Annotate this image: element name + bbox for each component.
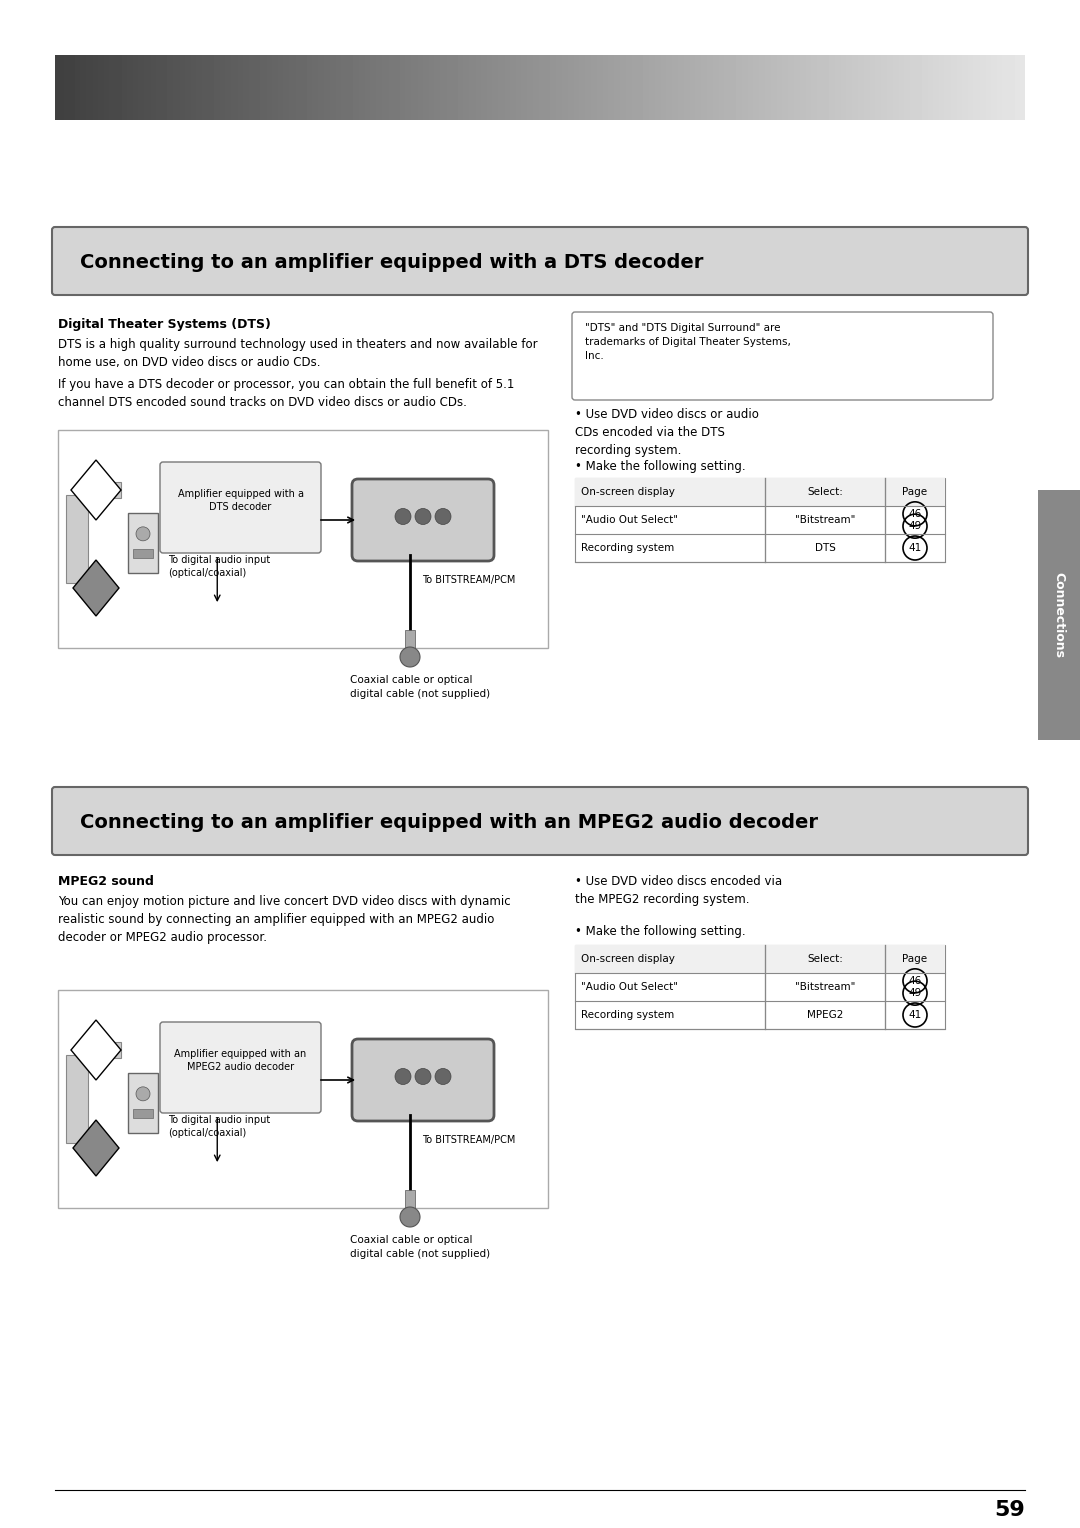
Text: • Use DVD video discs encoded via
the MPEG2 recording system.: • Use DVD video discs encoded via the MP… xyxy=(575,876,782,906)
Bar xyxy=(129,513,158,573)
Text: "DTS" and "DTS Digital Surround" are
trademarks of Digital Theater Systems,
Inc.: "DTS" and "DTS Digital Surround" are tra… xyxy=(585,322,791,361)
Polygon shape xyxy=(71,460,121,520)
Text: "Bitstream": "Bitstream" xyxy=(795,515,855,526)
Text: "Audio Out Select": "Audio Out Select" xyxy=(581,515,678,526)
Circle shape xyxy=(435,1068,451,1085)
Bar xyxy=(58,429,548,648)
Text: DTS is a high quality surround technology used in theaters and now available for: DTS is a high quality surround technolog… xyxy=(58,338,538,368)
Text: Select:: Select: xyxy=(807,487,842,497)
Text: MPEG2: MPEG2 xyxy=(807,1010,843,1021)
Text: "Bitstream": "Bitstream" xyxy=(795,983,855,992)
Text: Coaxial cable or optical
digital cable (not supplied): Coaxial cable or optical digital cable (… xyxy=(350,675,490,698)
Text: Page: Page xyxy=(903,487,928,497)
Bar xyxy=(575,478,945,506)
Bar xyxy=(133,549,153,558)
Circle shape xyxy=(400,1207,420,1227)
Bar xyxy=(129,1073,158,1132)
Text: Coaxial cable or optical
digital cable (not supplied): Coaxial cable or optical digital cable (… xyxy=(350,1235,490,1259)
Polygon shape xyxy=(73,1120,119,1177)
Text: "Audio Out Select": "Audio Out Select" xyxy=(581,983,678,992)
Bar xyxy=(1038,490,1080,740)
Text: Connections: Connections xyxy=(1053,571,1066,659)
Circle shape xyxy=(435,509,451,524)
Circle shape xyxy=(400,646,420,668)
Circle shape xyxy=(395,1068,411,1085)
Text: Digital Theater Systems (DTS): Digital Theater Systems (DTS) xyxy=(58,318,271,332)
FancyBboxPatch shape xyxy=(160,461,321,553)
Text: To digital audio input
(optical/coaxial): To digital audio input (optical/coaxial) xyxy=(168,1115,270,1138)
FancyBboxPatch shape xyxy=(352,478,494,561)
FancyBboxPatch shape xyxy=(572,312,993,400)
Circle shape xyxy=(395,509,411,524)
Text: 46: 46 xyxy=(908,976,921,986)
Circle shape xyxy=(415,1068,431,1085)
Text: Amplifier equipped with a
DTS decoder: Amplifier equipped with a DTS decoder xyxy=(177,489,303,512)
Text: 41: 41 xyxy=(908,542,921,553)
Text: Connecting to an amplifier equipped with a DTS decoder: Connecting to an amplifier equipped with… xyxy=(80,254,703,272)
FancyBboxPatch shape xyxy=(52,228,1028,295)
Text: If you have a DTS decoder or processor, you can obtain the full benefit of 5.1
c: If you have a DTS decoder or processor, … xyxy=(58,377,514,410)
Text: Recording system: Recording system xyxy=(581,1010,674,1021)
Text: Connecting to an amplifier equipped with an MPEG2 audio decoder: Connecting to an amplifier equipped with… xyxy=(80,813,818,833)
Text: Recording system: Recording system xyxy=(581,542,674,553)
Bar xyxy=(58,990,548,1209)
Text: On-screen display: On-screen display xyxy=(581,487,675,497)
Text: • Make the following setting.: • Make the following setting. xyxy=(575,460,745,474)
Text: • Use DVD video discs or audio
CDs encoded via the DTS
recording system.: • Use DVD video discs or audio CDs encod… xyxy=(575,408,759,457)
Circle shape xyxy=(415,509,431,524)
Bar xyxy=(66,495,87,582)
Text: You can enjoy motion picture and live concert DVD video discs with dynamic
reali: You can enjoy motion picture and live co… xyxy=(58,895,511,944)
Bar xyxy=(133,1109,153,1118)
Bar xyxy=(66,1056,87,1143)
Bar xyxy=(106,481,121,498)
Text: 49: 49 xyxy=(908,989,921,998)
Text: Amplifier equipped with an
MPEG2 audio decoder: Amplifier equipped with an MPEG2 audio d… xyxy=(174,1050,307,1073)
Text: To BITSTREAM/PCM: To BITSTREAM/PCM xyxy=(422,575,515,585)
Text: • Make the following setting.: • Make the following setting. xyxy=(575,924,745,938)
Bar xyxy=(575,944,945,1028)
Polygon shape xyxy=(73,559,119,616)
Text: DTS: DTS xyxy=(814,542,836,553)
FancyBboxPatch shape xyxy=(352,1039,494,1122)
FancyBboxPatch shape xyxy=(160,1022,321,1112)
Circle shape xyxy=(136,527,150,541)
Bar xyxy=(575,478,945,562)
Text: On-screen display: On-screen display xyxy=(581,953,675,964)
Bar xyxy=(106,1042,121,1057)
Text: Select:: Select: xyxy=(807,953,842,964)
Text: To BITSTREAM/PCM: To BITSTREAM/PCM xyxy=(422,1135,515,1144)
Text: MPEG2 sound: MPEG2 sound xyxy=(58,876,153,888)
Polygon shape xyxy=(71,1021,121,1080)
Text: 46: 46 xyxy=(908,509,921,520)
Text: To digital audio input
(optical/coaxial): To digital audio input (optical/coaxial) xyxy=(168,555,270,578)
Text: Page: Page xyxy=(903,953,928,964)
FancyBboxPatch shape xyxy=(52,787,1028,856)
Text: 59: 59 xyxy=(995,1500,1025,1520)
Bar xyxy=(405,1190,415,1212)
Text: 41: 41 xyxy=(908,1010,921,1021)
Bar xyxy=(405,630,415,652)
Bar xyxy=(575,944,945,973)
Circle shape xyxy=(136,1086,150,1100)
Text: 49: 49 xyxy=(908,521,921,532)
